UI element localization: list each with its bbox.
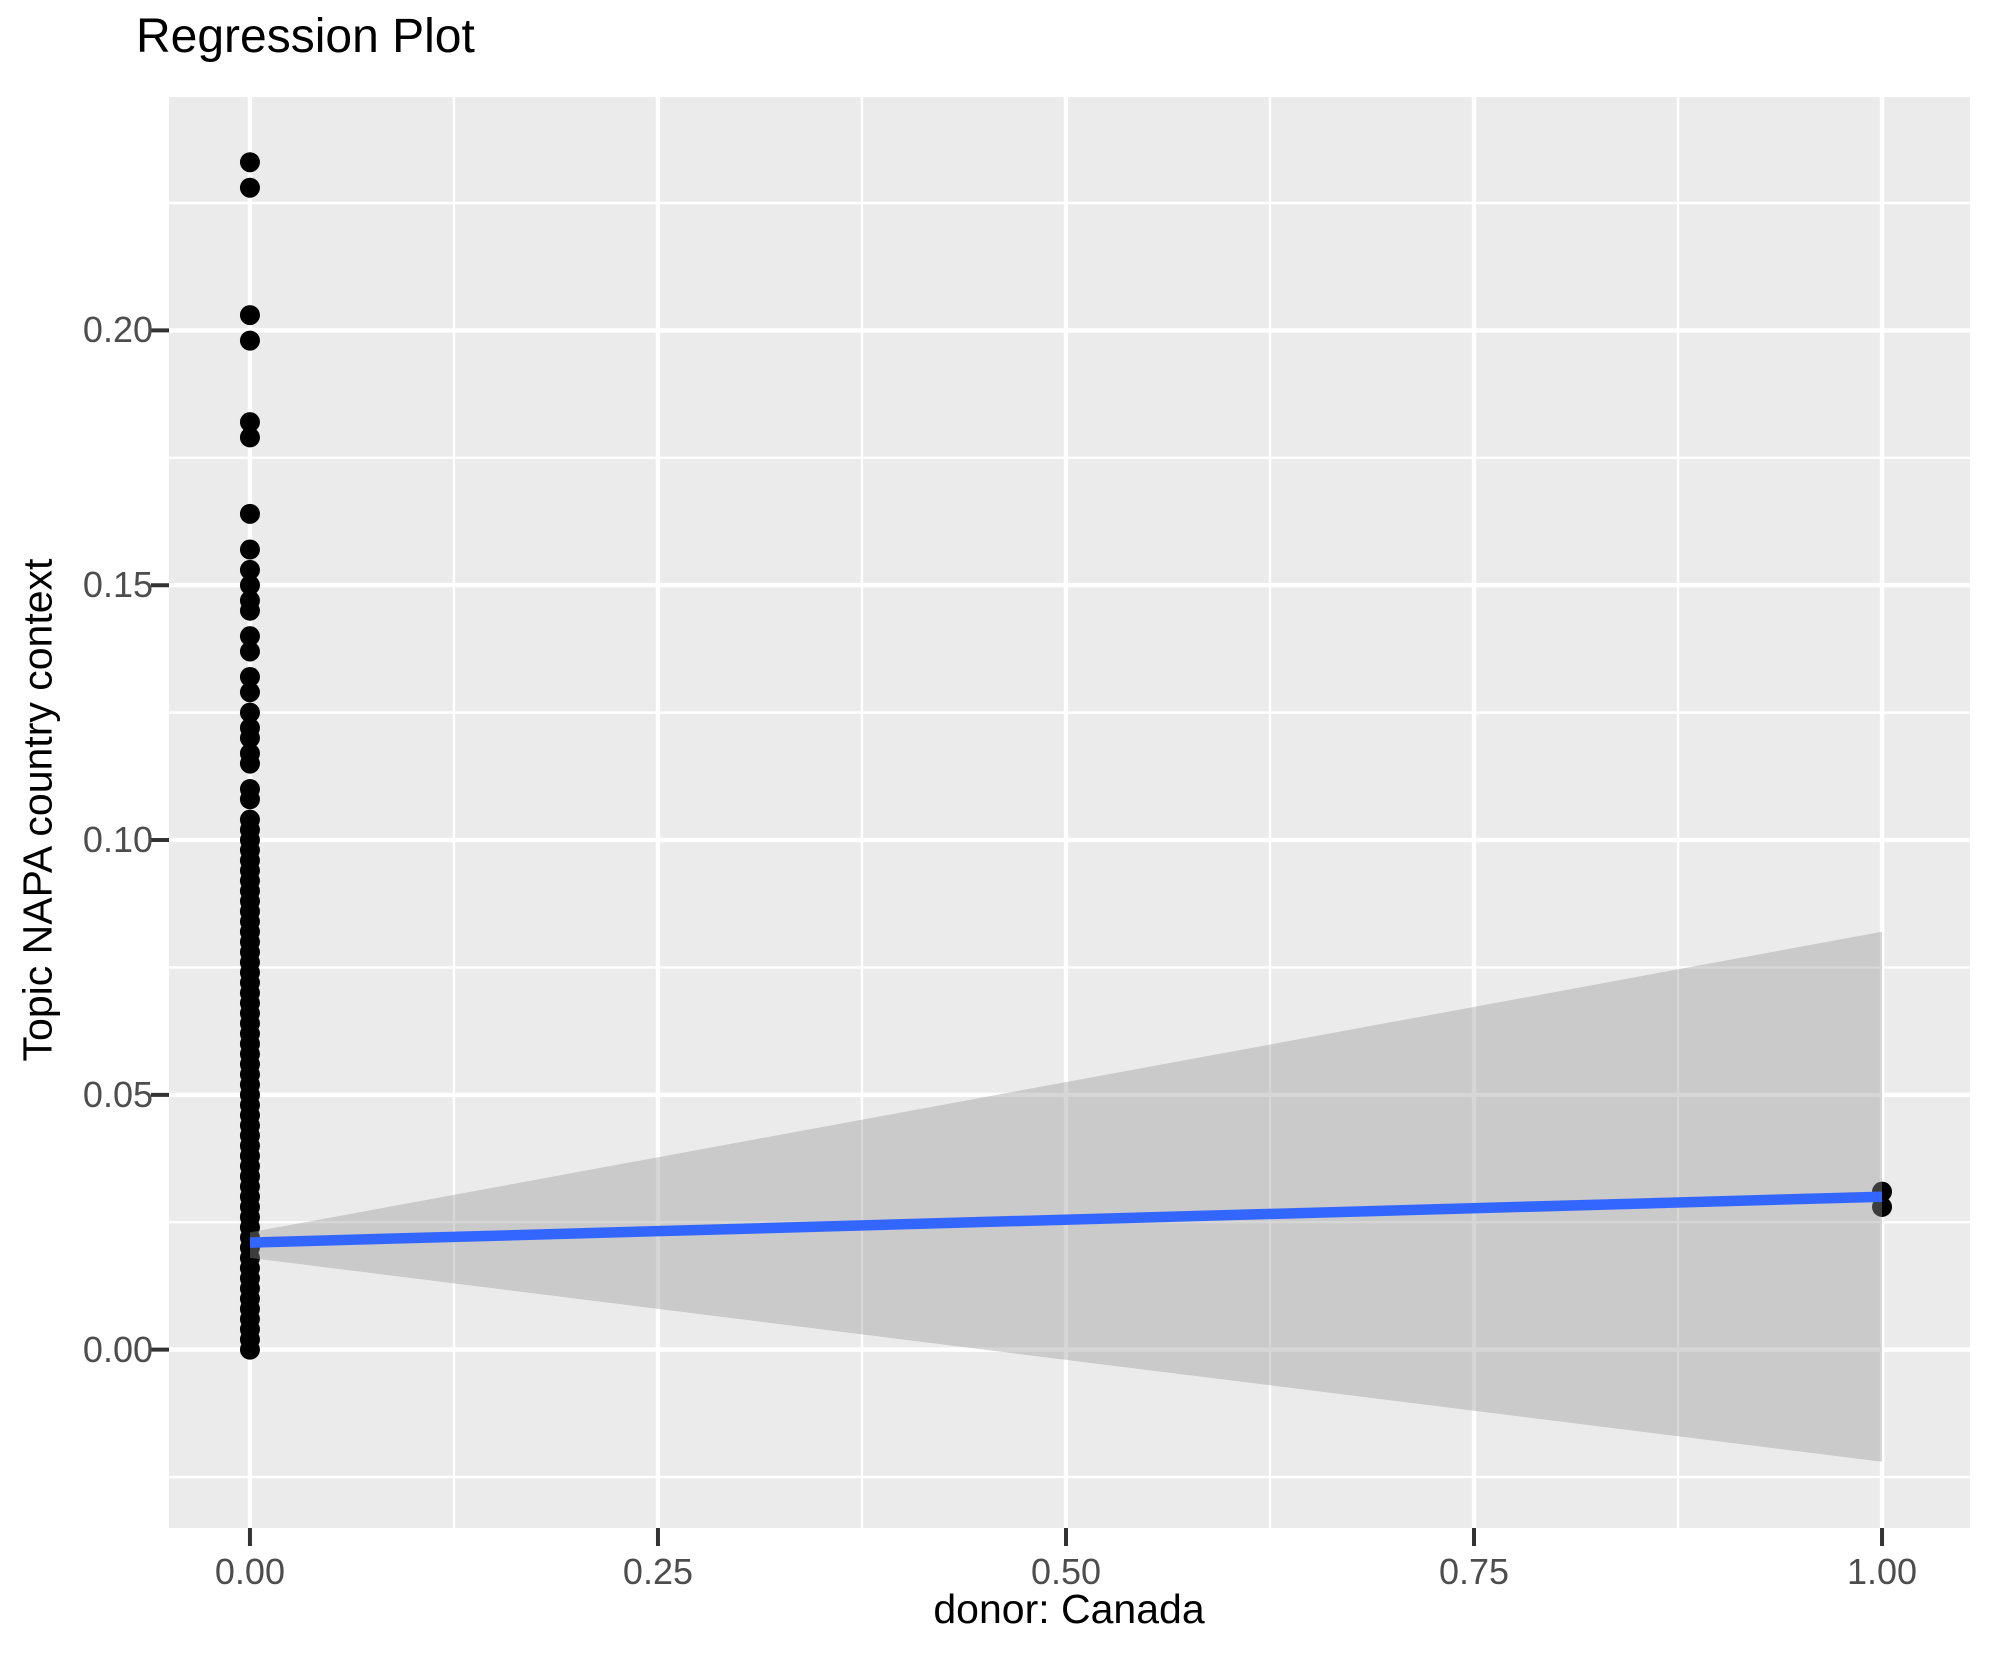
data-point: [239, 305, 260, 326]
x-tick-label: 0.00: [214, 1551, 285, 1592]
plot-title: Regression Plot: [136, 10, 475, 63]
data-point: [239, 789, 260, 810]
panel-background: [169, 97, 1970, 1528]
regression-line: [249, 1191, 1883, 1248]
confidence-band: [249, 931, 1883, 1462]
y-tick-label: 0.15: [82, 564, 153, 606]
data-point: [239, 666, 260, 687]
data-point: [239, 539, 260, 560]
data-point: [239, 641, 260, 662]
x-tick-label: 1.00: [1846, 1551, 1918, 1592]
y-tick-label: 0.20: [82, 309, 153, 351]
data-point: [239, 600, 260, 621]
data-point: [239, 330, 260, 351]
data-point: [239, 728, 260, 749]
x-axis-title: donor: Canada: [933, 1586, 1205, 1632]
data-point: [239, 503, 260, 524]
y-tick-label: 0.10: [82, 819, 153, 861]
data-point: [239, 559, 260, 580]
data-point: [239, 626, 260, 647]
data-point: [239, 152, 260, 173]
y-tick-label: 0.05: [82, 1073, 153, 1115]
data-point: [239, 575, 260, 596]
data-point: [239, 682, 260, 703]
y-tick-label: 0.00: [82, 1328, 153, 1370]
data-point: [239, 177, 260, 198]
x-tick-label: 0.25: [622, 1551, 694, 1592]
data-point: [239, 1339, 260, 1360]
x-tick-label: 0.50: [1030, 1551, 1102, 1592]
y-axis-title: Topic NAPA country context: [14, 558, 61, 1062]
data-point: [239, 753, 260, 774]
data-point: [239, 427, 260, 448]
data-point: [239, 412, 260, 433]
x-tick-label: 0.75: [1438, 1551, 1510, 1592]
data-point: [239, 702, 260, 723]
